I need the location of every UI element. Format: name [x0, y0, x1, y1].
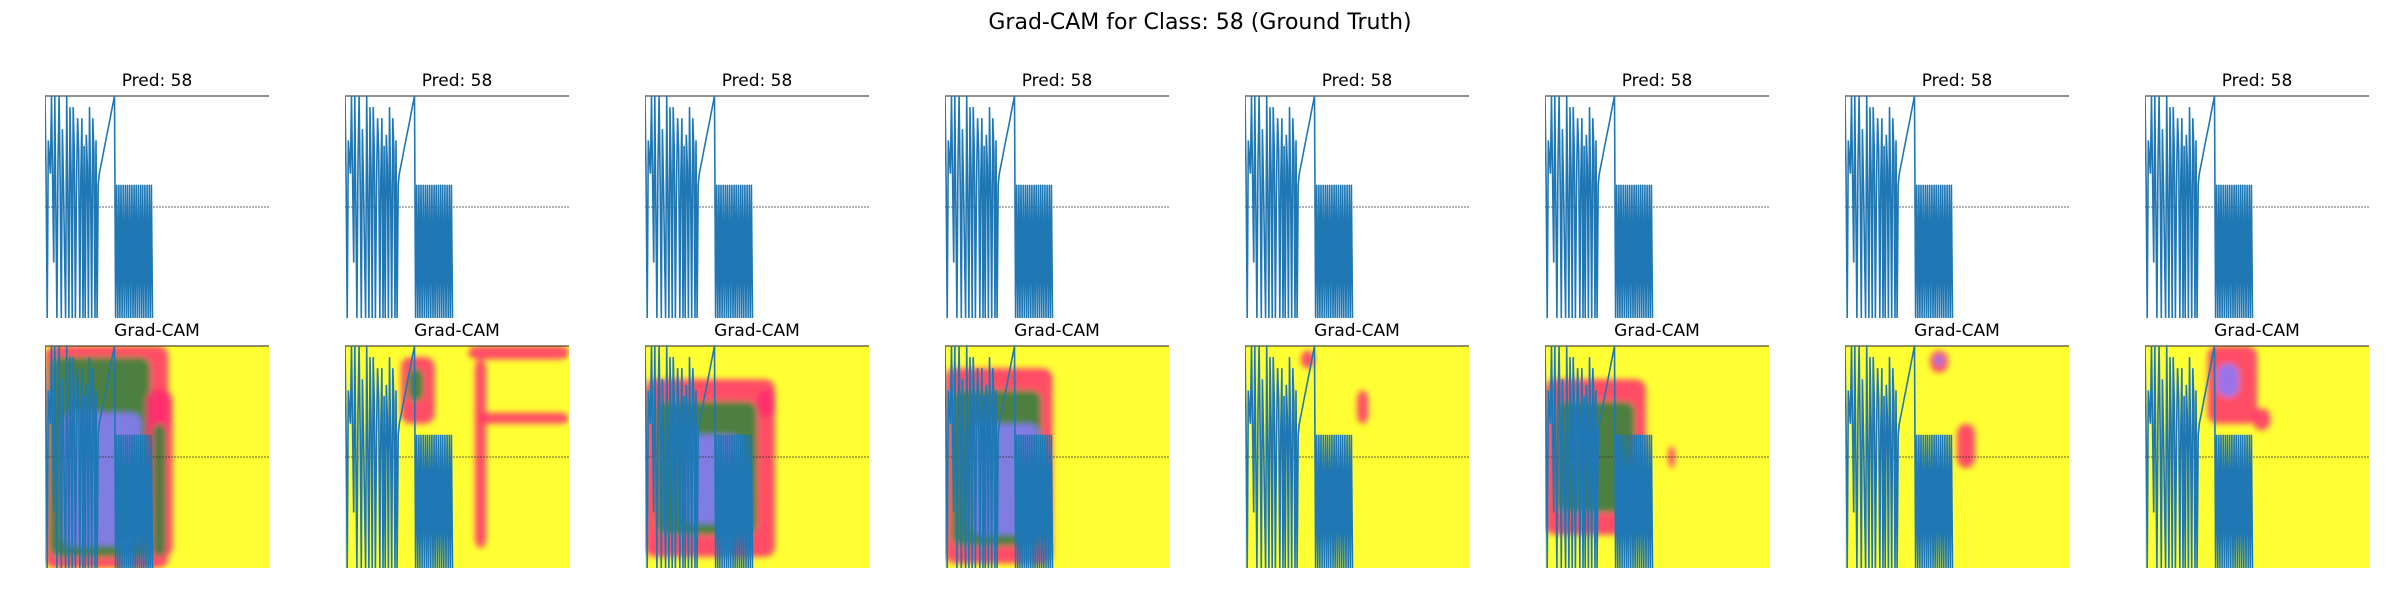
prediction-title: Pred: 58 [1322, 71, 1393, 91]
signal-line [1545, 96, 1654, 318]
signal-panel: Pred: 58 [1245, 71, 1469, 318]
signal-panel: Pred: 58 [945, 71, 1169, 318]
signal-panel: Pred: 58 [1845, 71, 2069, 318]
subplot-grid: Pred: 58 Pred: 58 Pred: 58 Pred: 58 Pred: 58… [45, 71, 2369, 568]
prediction-title: Pred: 58 [422, 71, 493, 91]
gradcam-title: Grad-CAM [1314, 321, 1400, 341]
signal-line [945, 96, 1054, 318]
signal-line [345, 96, 454, 318]
gradcam-panel: Grad-CAM [945, 321, 1169, 568]
heatmap-overlay [401, 346, 569, 549]
signal-line [1845, 346, 1954, 568]
heat-blob [407, 368, 424, 402]
signal-panel: Pred: 58 [1545, 71, 1769, 318]
signal-line [45, 346, 154, 568]
signal-line [645, 346, 754, 568]
gradcam-title: Grad-CAM [1014, 321, 1100, 341]
signal-panel: Pred: 58 [345, 71, 569, 318]
heat-blob [152, 423, 166, 557]
prediction-title: Pred: 58 [1622, 71, 1693, 91]
signal-line [645, 96, 754, 318]
signal-panel: Pred: 58 [2145, 71, 2369, 318]
gradcam-panel: Grad-CAM [45, 321, 269, 568]
heat-blob [479, 412, 569, 424]
signal-line [945, 346, 1054, 568]
heatmap-overlay [2207, 346, 2271, 431]
heat-blob [474, 359, 487, 549]
gradcam-title: Grad-CAM [1614, 321, 1700, 341]
signal-line [345, 346, 454, 568]
gradcam-title: Grad-CAM [2214, 321, 2300, 341]
heat-blob [1957, 423, 1975, 469]
gradcam-panel: Grad-CAM [1545, 321, 1769, 568]
signal-line [2145, 346, 2254, 568]
signal-line [1845, 96, 1954, 318]
figure-title: Grad-CAM for Class: 58 (Ground Truth) [988, 10, 1411, 35]
gradcam-panel: Grad-CAM [1245, 321, 1469, 568]
signal-panel: Pred: 58 [645, 71, 869, 318]
gradcam-title: Grad-CAM [1914, 321, 2000, 341]
heat-blob [2216, 363, 2240, 398]
gradcam-panel: Grad-CAM [2145, 321, 2369, 568]
heatmap-overlay [1930, 350, 1975, 469]
signal-line [2145, 96, 2254, 318]
heat-blob [757, 390, 775, 418]
prediction-title: Pred: 58 [722, 71, 793, 91]
heat-blob [1934, 354, 1944, 366]
heat-blob [1357, 390, 1369, 424]
signal-line [45, 96, 154, 318]
gradcam-title: Grad-CAM [714, 321, 800, 341]
prediction-title: Pred: 58 [2222, 71, 2293, 91]
gradcam-title: Grad-CAM [414, 321, 500, 341]
prediction-title: Pred: 58 [122, 71, 193, 91]
gradcam-title: Grad-CAM [114, 321, 200, 341]
gradcam-panel: Grad-CAM [645, 321, 869, 568]
signal-line [1545, 346, 1654, 568]
gradcam-panel: Grad-CAM [345, 321, 569, 568]
signal-panel: Pred: 58 [45, 71, 269, 318]
gradcam-panel: Grad-CAM [1845, 321, 2069, 568]
prediction-title: Pred: 58 [1022, 71, 1093, 91]
prediction-title: Pred: 58 [1922, 71, 1993, 91]
signal-line [1245, 346, 1354, 568]
signal-line [1245, 96, 1354, 318]
heat-blob [2252, 408, 2271, 431]
heat-blob [468, 346, 569, 360]
